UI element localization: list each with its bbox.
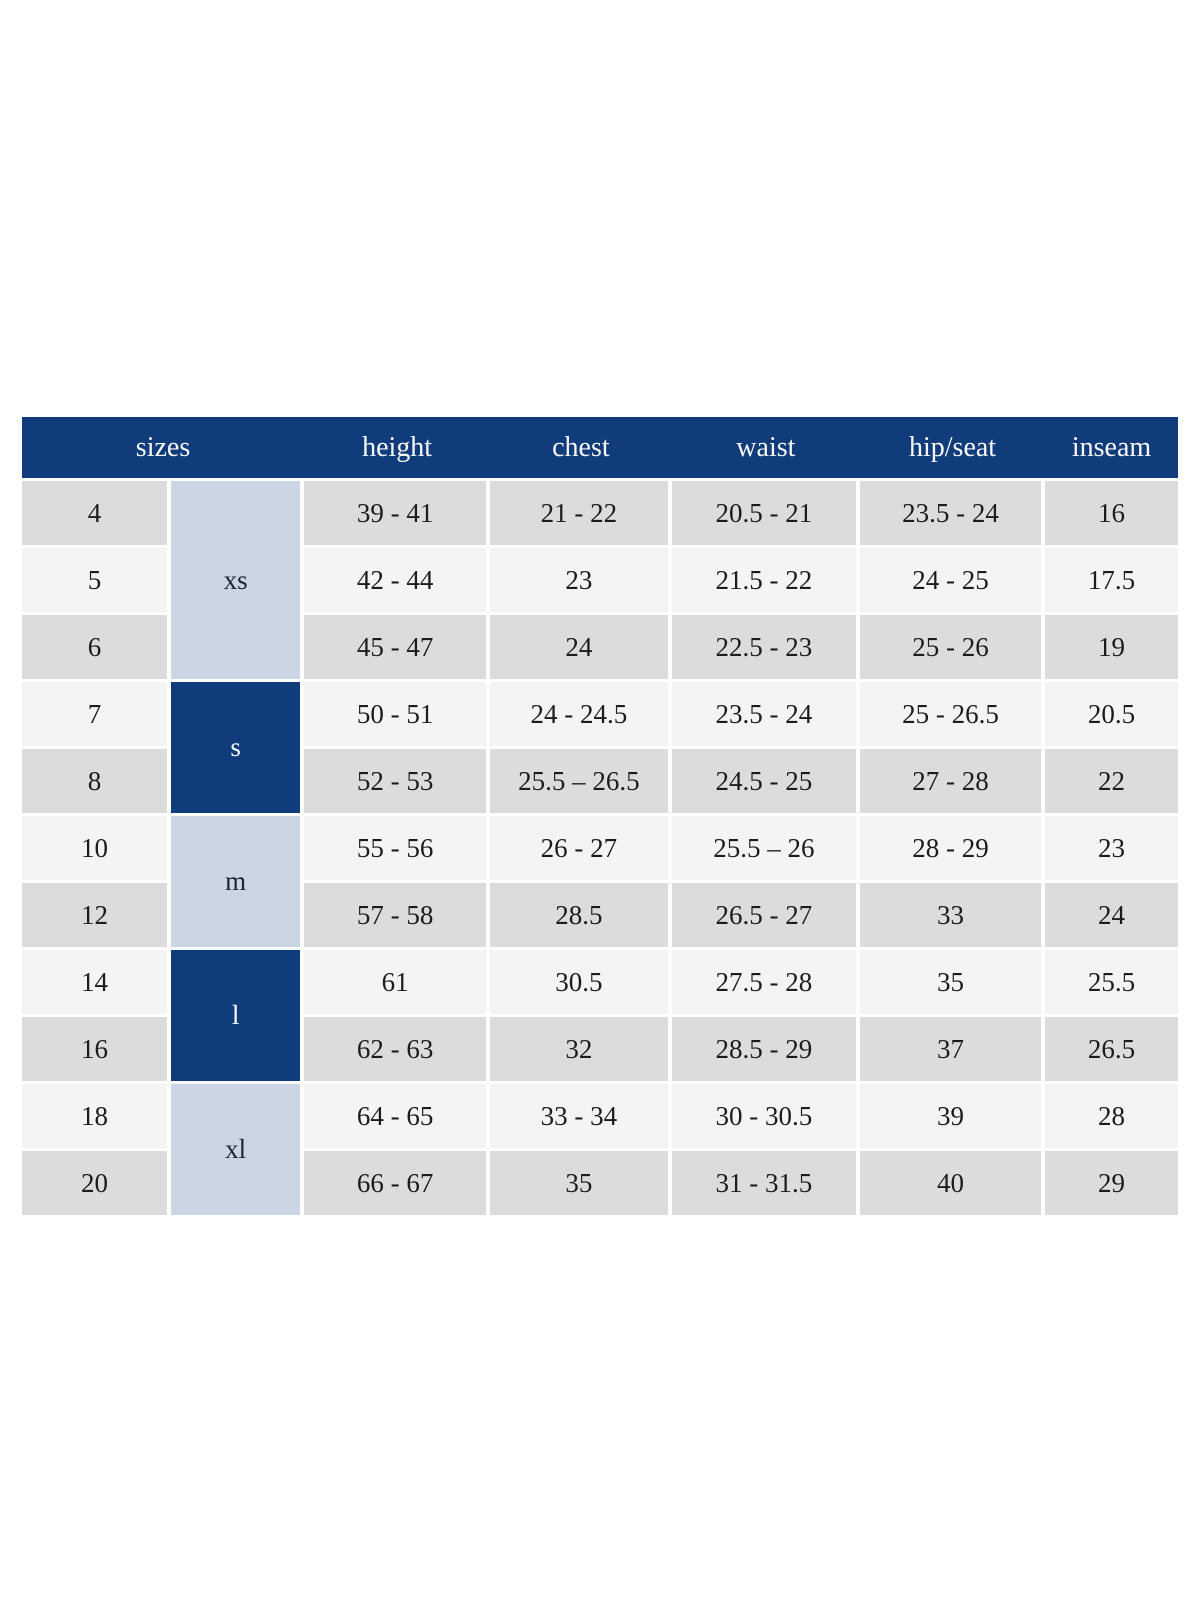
size-cell: 20	[22, 1151, 172, 1218]
header-inseam: inseam	[1045, 417, 1178, 481]
table-row-size-5: 5 42 - 44 23 21.5 - 22 24 - 25 17.5	[22, 548, 1178, 615]
table-row-size-7: 7 s 50 - 51 24 - 24.5 23.5 - 24 25 - 26.…	[22, 682, 1178, 816]
chest-cell: 33 - 34	[490, 1084, 672, 1151]
waist-cell: 21.5 - 22	[671, 548, 861, 615]
height-cell: 39 - 41	[304, 481, 491, 548]
group-cell-l: l	[171, 950, 305, 1084]
height-cell: 57 - 58	[304, 883, 491, 950]
height-cell: 50 - 51	[304, 682, 491, 749]
size-cell: 10	[22, 816, 172, 883]
inseam-cell: 28	[1045, 1084, 1178, 1151]
chest-cell: 23	[490, 548, 672, 615]
waist-cell: 25.5 – 26	[671, 816, 861, 883]
inseam-cell: 29	[1045, 1151, 1178, 1218]
chest-cell: 25.5 – 26.5	[490, 749, 672, 816]
waist-cell: 24.5 - 25	[671, 749, 861, 816]
header-row: sizes height chest waist hip/seat inseam	[22, 417, 1178, 481]
inseam-cell: 23	[1045, 816, 1178, 883]
hip-seat-cell: 35	[860, 950, 1046, 1017]
chest-cell: 21 - 22	[490, 481, 672, 548]
table-row-size-20: 20 66 - 67 35 31 - 31.5 40 29	[22, 1151, 1178, 1218]
height-cell: 45 - 47	[304, 615, 491, 682]
height-cell: 66 - 67	[304, 1151, 491, 1218]
table-row-size-18: 18 xl 64 - 65 33 - 34 30 - 30.5 39 28	[22, 1084, 1178, 1218]
height-cell: 52 - 53	[304, 749, 491, 816]
height-cell: 61	[304, 950, 491, 1017]
size-cell: 14	[22, 950, 172, 1017]
inseam-cell: 17.5	[1045, 548, 1178, 615]
inseam-cell: 19	[1045, 615, 1178, 682]
inseam-cell: 22	[1045, 749, 1178, 816]
table-row-size-8: 8 52 - 53 25.5 – 26.5 24.5 - 25 27 - 28 …	[22, 749, 1178, 816]
hip-seat-cell: 28 - 29	[860, 816, 1046, 883]
hip-seat-cell: 23.5 - 24	[860, 481, 1046, 548]
hip-seat-cell: 24 - 25	[860, 548, 1046, 615]
inseam-cell: 16	[1045, 481, 1178, 548]
table-row-size-14: 14 l 61 30.5 27.5 - 28 35 25.5	[22, 950, 1178, 1084]
size-chart-table: sizes height chest waist hip/seat inseam…	[22, 417, 1178, 1218]
waist-cell: 28.5 - 29	[671, 1017, 861, 1084]
table-row-size-6: 6 45 - 47 24 22.5 - 23 25 - 26 19	[22, 615, 1178, 682]
waist-cell: 31 - 31.5	[671, 1151, 861, 1218]
hip-seat-cell: 25 - 26	[860, 615, 1046, 682]
chest-cell: 26 - 27	[490, 816, 672, 883]
group-cell-xl: xl	[171, 1084, 305, 1218]
size-cell: 12	[22, 883, 172, 950]
group-cell-m: m	[171, 816, 305, 950]
table-row-size-12: 12 57 - 58 28.5 26.5 - 27 33 24	[22, 883, 1178, 950]
hip-seat-cell: 27 - 28	[860, 749, 1046, 816]
size-cell: 6	[22, 615, 172, 682]
waist-cell: 20.5 - 21	[671, 481, 861, 548]
header-waist: waist	[671, 417, 861, 481]
table-row-size-10: 10 m 55 - 56 26 - 27 25.5 – 26 28 - 29 2…	[22, 816, 1178, 950]
table-row-size-4: 4 xs 39 - 41 21 - 22 20.5 - 21 23.5 - 24…	[22, 481, 1178, 682]
hip-seat-cell: 25 - 26.5	[860, 682, 1046, 749]
chest-cell: 32	[490, 1017, 672, 1084]
waist-cell: 27.5 - 28	[671, 950, 861, 1017]
table-row-size-16: 16 62 - 63 32 28.5 - 29 37 26.5	[22, 1017, 1178, 1084]
chest-cell: 24 - 24.5	[490, 682, 672, 749]
waist-cell: 26.5 - 27	[671, 883, 861, 950]
height-cell: 55 - 56	[304, 816, 491, 883]
height-cell: 62 - 63	[304, 1017, 491, 1084]
header-sizes: sizes	[22, 417, 305, 481]
header-height: height	[304, 417, 491, 481]
waist-cell: 30 - 30.5	[671, 1084, 861, 1151]
waist-cell: 22.5 - 23	[671, 615, 861, 682]
inseam-cell: 25.5	[1045, 950, 1178, 1017]
inseam-cell: 20.5	[1045, 682, 1178, 749]
size-cell: 7	[22, 682, 172, 749]
hip-seat-cell: 40	[860, 1151, 1046, 1218]
size-cell: 18	[22, 1084, 172, 1151]
inseam-cell: 24	[1045, 883, 1178, 950]
hip-seat-cell: 33	[860, 883, 1046, 950]
inseam-cell: 26.5	[1045, 1017, 1178, 1084]
size-cell: 16	[22, 1017, 172, 1084]
chest-cell: 35	[490, 1151, 672, 1218]
size-cell: 5	[22, 548, 172, 615]
height-cell: 42 - 44	[304, 548, 491, 615]
chest-cell: 28.5	[490, 883, 672, 950]
header-hip-seat: hip/seat	[860, 417, 1046, 481]
hip-seat-cell: 37	[860, 1017, 1046, 1084]
waist-cell: 23.5 - 24	[671, 682, 861, 749]
size-cell: 4	[22, 481, 172, 548]
hip-seat-cell: 39	[860, 1084, 1046, 1151]
chest-cell: 30.5	[490, 950, 672, 1017]
group-cell-xs: xs	[171, 481, 305, 682]
chest-cell: 24	[490, 615, 672, 682]
header-chest: chest	[490, 417, 672, 481]
height-cell: 64 - 65	[304, 1084, 491, 1151]
group-cell-s: s	[171, 682, 305, 816]
size-cell: 8	[22, 749, 172, 816]
